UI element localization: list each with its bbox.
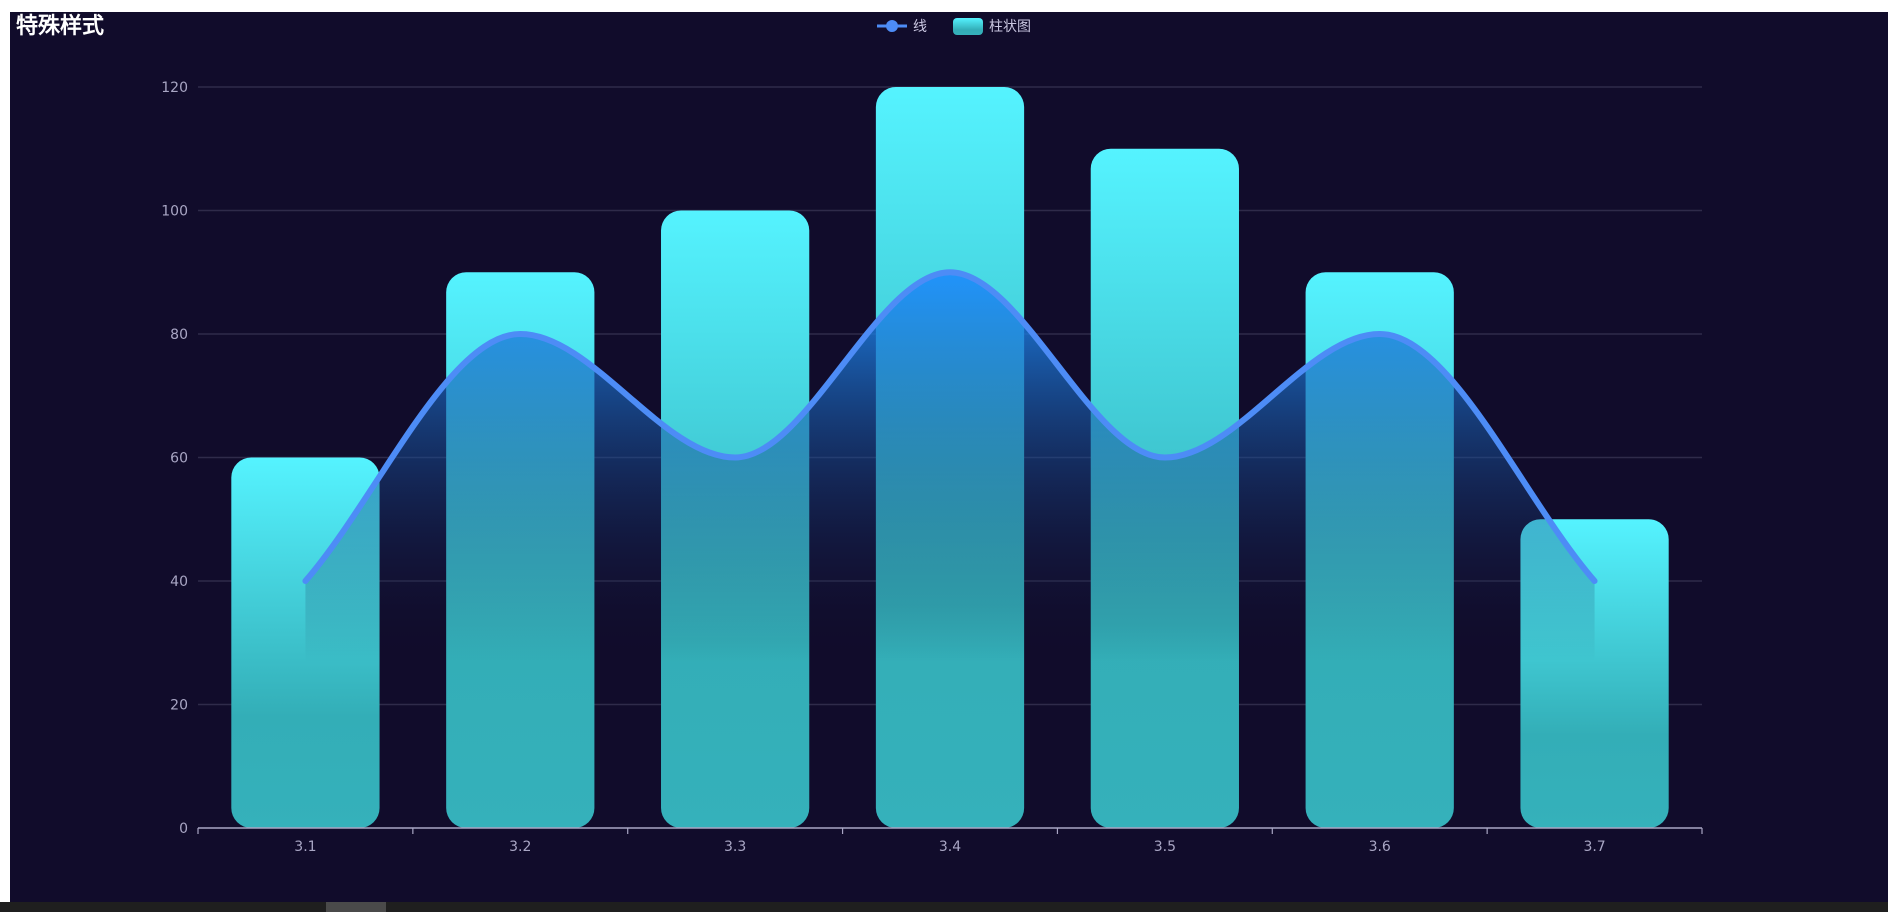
line-area-fill [305,272,1595,828]
y-tick-label: 120 [161,80,188,96]
line-point-3.2[interactable] [519,333,521,335]
line-point-3.6[interactable] [1379,333,1381,335]
y-tick-label: 60 [170,451,188,467]
line-point-3.1[interactable] [304,580,306,582]
legend[interactable]: 线 柱状图 [877,18,1031,35]
taskbar [0,902,1888,912]
line-point-3.5[interactable] [1164,457,1166,458]
y-tick-label: 100 [161,204,188,220]
line-layer [302,269,1598,828]
x-tick-label: 3.5 [1154,839,1176,855]
x-tick-label: 3.4 [939,839,961,855]
legend-label-bar[interactable]: 柱状图 [989,19,1031,35]
chart-canvas: 0 20 40 60 80 100 120 3.1 3.2 3.3 3.4 3.5 3.6 3.7 线 柱状… [161,18,1703,855]
x-tick-label: 3.1 [294,839,316,855]
left-strip [0,12,10,902]
chart-title: 特殊样式 [16,14,105,39]
x-tick-label: 3.7 [1583,839,1605,855]
y-tick-label: 80 [170,327,188,343]
x-tick-label: 3.3 [724,839,746,855]
legend-line-icon[interactable] [877,20,907,32]
chart-panel: 0 20 40 60 80 100 120 3.1 3.2 3.3 3.4 3.5 3.6 3.7 线 柱状… [10,12,1888,902]
top-strip [0,0,1888,12]
x-tick-label: 3.2 [509,839,531,855]
line-point-3.7[interactable] [1594,580,1596,582]
axis-layer: 0 20 40 60 80 100 120 3.1 3.2 3.3 3.4 3.5 3.6 3.7 [161,80,1703,855]
y-tick-label: 0 [179,821,188,837]
taskbar-item[interactable] [326,902,386,912]
line-point-3.4[interactable] [949,271,951,273]
legend-bar-icon[interactable] [953,18,983,35]
y-tick-label: 40 [170,574,188,590]
x-tick-label: 3.6 [1369,839,1391,855]
y-tick-label: 20 [170,698,188,714]
legend-label-line[interactable]: 线 [913,19,927,35]
line-point-3.3[interactable] [734,457,736,458]
